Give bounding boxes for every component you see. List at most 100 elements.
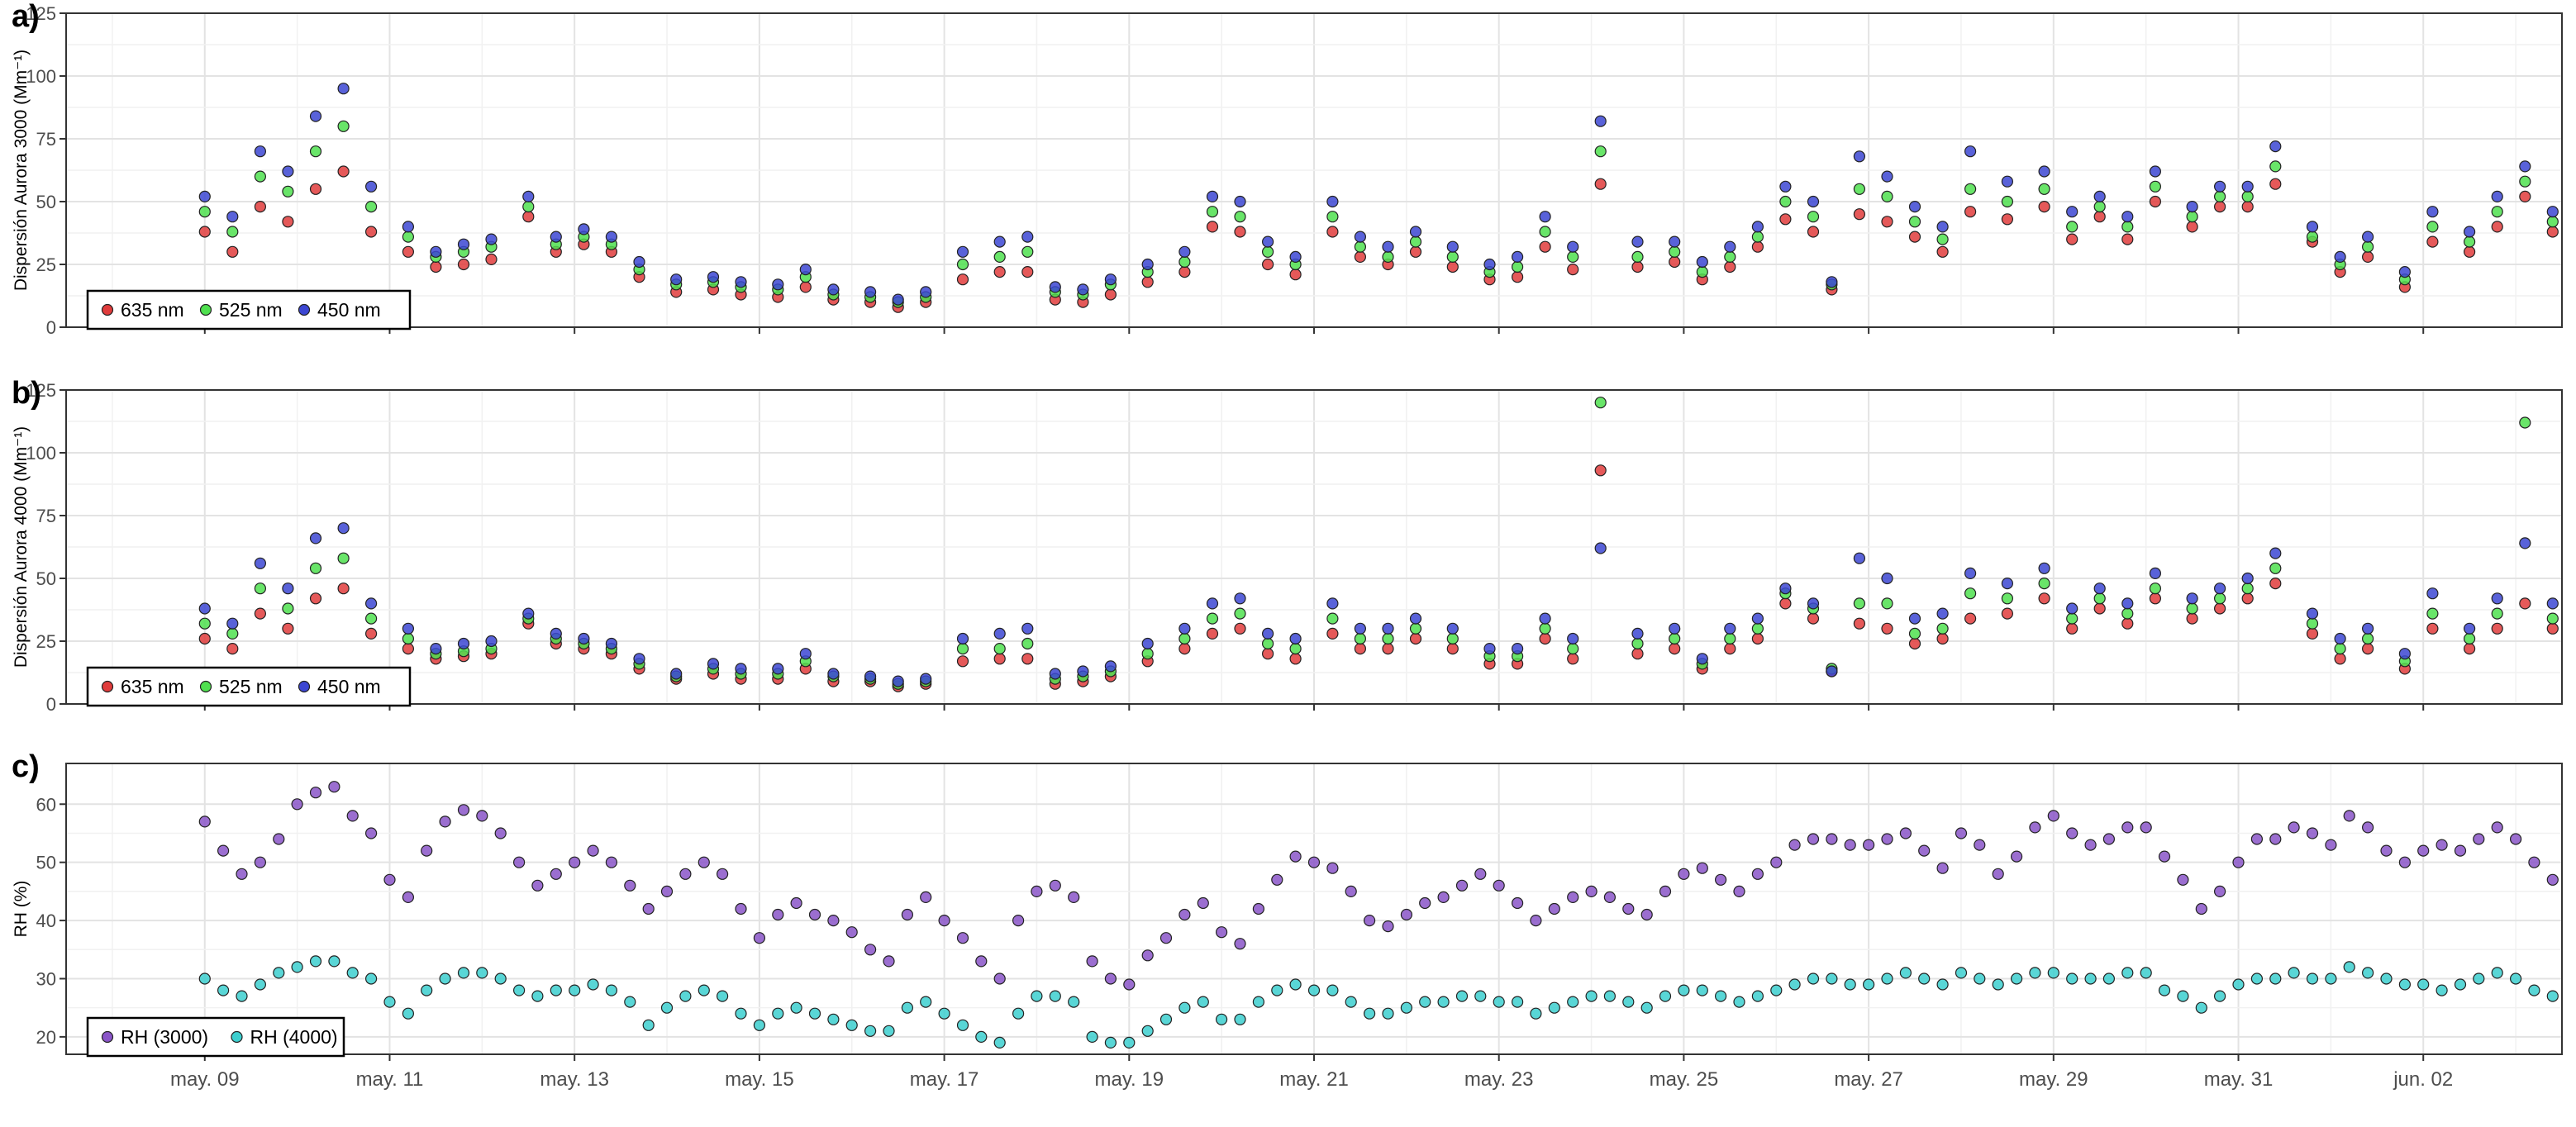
- series-0: [198, 781, 2576, 991]
- data-point: [2491, 821, 2503, 834]
- data-point: [1788, 839, 1801, 851]
- data-point: [1261, 637, 1274, 650]
- data-point: [1669, 245, 1681, 258]
- data-point: [1530, 914, 1542, 927]
- data-point: [2426, 587, 2439, 600]
- data-point: [522, 211, 535, 223]
- data-point: [1539, 622, 1551, 635]
- data-point: [2158, 850, 2171, 863]
- data-point: [2214, 583, 2226, 595]
- data-point: [282, 583, 294, 595]
- data-point: [956, 258, 969, 271]
- data-point: [2306, 607, 2319, 620]
- data-point: [531, 879, 544, 892]
- data-point: [707, 271, 720, 283]
- legend-marker: [298, 680, 311, 693]
- data-point: [1437, 996, 1450, 1008]
- data-point: [1511, 896, 1524, 910]
- data-point: [457, 967, 470, 979]
- data-point: [457, 258, 470, 271]
- data-point: [254, 856, 266, 868]
- data-point: [236, 990, 248, 1002]
- data-point: [2426, 206, 2439, 218]
- data-point: [1289, 850, 1302, 863]
- data-point: [1659, 990, 1672, 1002]
- data-point: [1567, 891, 1579, 904]
- panel-2: 20 30 40 50 60 may. 09 may. 11 may. 13 may. 15 ma…: [12, 749, 2576, 1091]
- data-point: [273, 833, 285, 845]
- data-point: [1964, 145, 1977, 158]
- data-point: [1409, 632, 1422, 645]
- data-point: [1345, 996, 1357, 1008]
- series-1: [198, 397, 2559, 690]
- data-point: [2473, 833, 2485, 845]
- y-tick-label: 0: [46, 317, 56, 338]
- data-point: [2001, 607, 2013, 620]
- data-point: [1234, 592, 1246, 605]
- legend-marker: [101, 1030, 114, 1044]
- x-tick-label: may. 13: [540, 1068, 609, 1091]
- data-point: [2121, 211, 2134, 223]
- data-point: [1640, 908, 1653, 921]
- data-point: [1511, 642, 1524, 655]
- data-point: [2519, 597, 2531, 610]
- data-point: [402, 245, 414, 258]
- y-tick-label: 75: [36, 129, 56, 150]
- data-point: [2102, 833, 2115, 845]
- data-point: [2464, 235, 2476, 248]
- data-point: [2566, 857, 2576, 868]
- data-point: [2250, 972, 2263, 985]
- data-point: [1104, 288, 1117, 301]
- data-point: [1881, 216, 1893, 228]
- data-point: [1511, 260, 1524, 273]
- data-point: [2464, 642, 2476, 655]
- data-point: [2038, 183, 2050, 195]
- data-point: [1400, 1001, 1413, 1014]
- data-point: [236, 868, 248, 880]
- data-point: [485, 233, 498, 245]
- legend-marker: [231, 1030, 243, 1044]
- data-point: [1567, 653, 1579, 665]
- data-point: [1724, 250, 1736, 263]
- data-point: [2066, 602, 2078, 615]
- data-point: [1696, 255, 1708, 269]
- data-point: [1696, 862, 1708, 874]
- legend-label: 635 nm: [121, 299, 184, 321]
- data-point: [2269, 160, 2282, 173]
- data-point: [1206, 612, 1219, 625]
- data-point: [1289, 653, 1302, 665]
- data-point: [1603, 891, 1617, 904]
- x-tick-label: may. 11: [356, 1068, 424, 1091]
- data-point: [790, 896, 802, 910]
- data-point: [1807, 195, 1820, 208]
- data-point: [901, 908, 914, 921]
- data-point: [512, 984, 526, 996]
- data-point: [1936, 233, 1949, 245]
- data-point: [1807, 833, 1820, 845]
- data-point: [1012, 1007, 1025, 1020]
- data-point: [2306, 627, 2319, 640]
- data-point: [845, 926, 858, 939]
- data-point: [1049, 281, 1061, 293]
- data-point: [2528, 856, 2540, 868]
- data-point: [1307, 984, 1321, 996]
- data-point: [1086, 955, 1098, 968]
- data-point: [439, 816, 451, 828]
- legend-label: RH (4000): [250, 1026, 338, 1048]
- data-point: [1123, 1036, 1136, 1049]
- panel-label: c): [12, 749, 40, 784]
- y-tick-label: 0: [46, 694, 56, 715]
- data-point: [993, 266, 1006, 278]
- data-point: [956, 655, 969, 668]
- data-point: [1964, 183, 1977, 195]
- data-point: [1631, 648, 1644, 660]
- data-point: [1382, 240, 1394, 253]
- data-point: [1049, 668, 1061, 680]
- data-point: [1669, 235, 1681, 248]
- data-point: [1974, 839, 1986, 851]
- data-point: [2093, 583, 2106, 595]
- data-point: [716, 868, 729, 880]
- data-point: [2158, 984, 2171, 996]
- data-point: [1881, 972, 1893, 985]
- data-point: [402, 891, 414, 904]
